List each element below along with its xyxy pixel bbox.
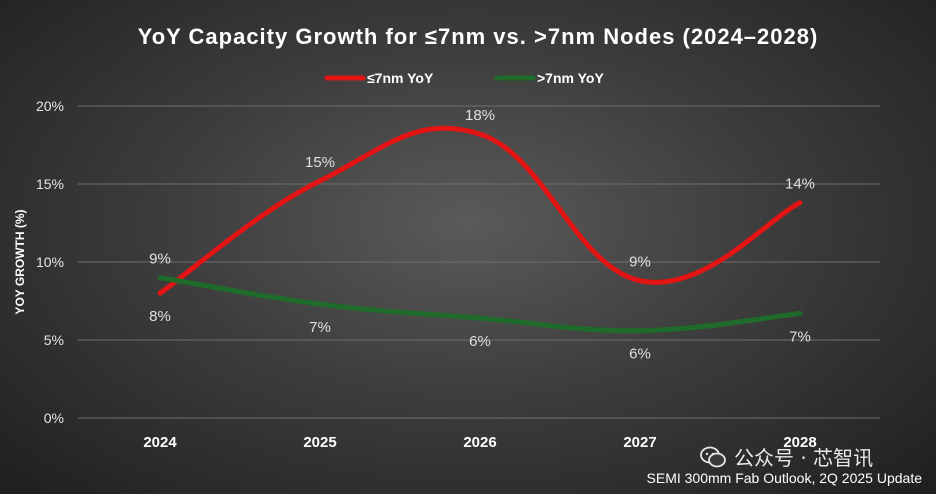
x-tick-label: 2026 <box>463 434 496 451</box>
legend-label: ≤7nm YoY <box>367 70 434 86</box>
data-label: 7% <box>789 328 811 345</box>
y-tick-label: 0% <box>44 410 64 426</box>
x-tick-label: 2025 <box>303 434 336 451</box>
watermark: 公众号 · 芯智讯 <box>700 442 873 471</box>
data-label: 8% <box>149 308 171 325</box>
x-axis-ticks: 2024 2025 2026 2027 2028 <box>143 434 816 451</box>
data-label: 9% <box>629 254 651 271</box>
series-lines <box>157 125 803 334</box>
y-axis-ticks: 0% 5% 10% 15% 20% <box>36 98 64 426</box>
legend: ≤7nm YoY >7nm YoY <box>324 70 604 86</box>
y-tick-label: 20% <box>36 98 64 114</box>
chart-title: YoY Capacity Growth for ≤7nm vs. >7nm No… <box>138 24 819 49</box>
data-labels: 8% 15% 18% 9% 14% 9% 7% 6% 6% 7% <box>149 107 815 363</box>
y-axis-label: YOY GROWTH (%) <box>13 209 27 314</box>
y-tick-label: 10% <box>36 254 64 270</box>
data-label: 6% <box>629 346 651 363</box>
data-label: 7% <box>309 319 331 336</box>
y-tick-label: 15% <box>36 176 64 192</box>
series-line-1 <box>157 125 803 296</box>
data-label: 6% <box>469 333 491 350</box>
x-tick-label: 2028 <box>783 434 816 451</box>
series-line-2 <box>157 275 803 334</box>
data-label: 18% <box>465 107 495 124</box>
data-label: 14% <box>785 176 815 193</box>
legend-label: >7nm YoY <box>537 70 604 86</box>
gridlines <box>78 105 880 419</box>
wechat-icon <box>700 446 726 468</box>
watermark-text: 公众号 · 芯智讯 <box>734 446 874 470</box>
data-label: 9% <box>149 251 171 268</box>
source-note: SEMI 300mm Fab Outlook, 2Q 2025 Update <box>646 470 922 486</box>
x-tick-label: 2027 <box>623 434 656 451</box>
y-tick-label: 5% <box>44 332 64 348</box>
data-label: 15% <box>305 154 335 171</box>
x-tick-label: 2024 <box>143 434 177 451</box>
